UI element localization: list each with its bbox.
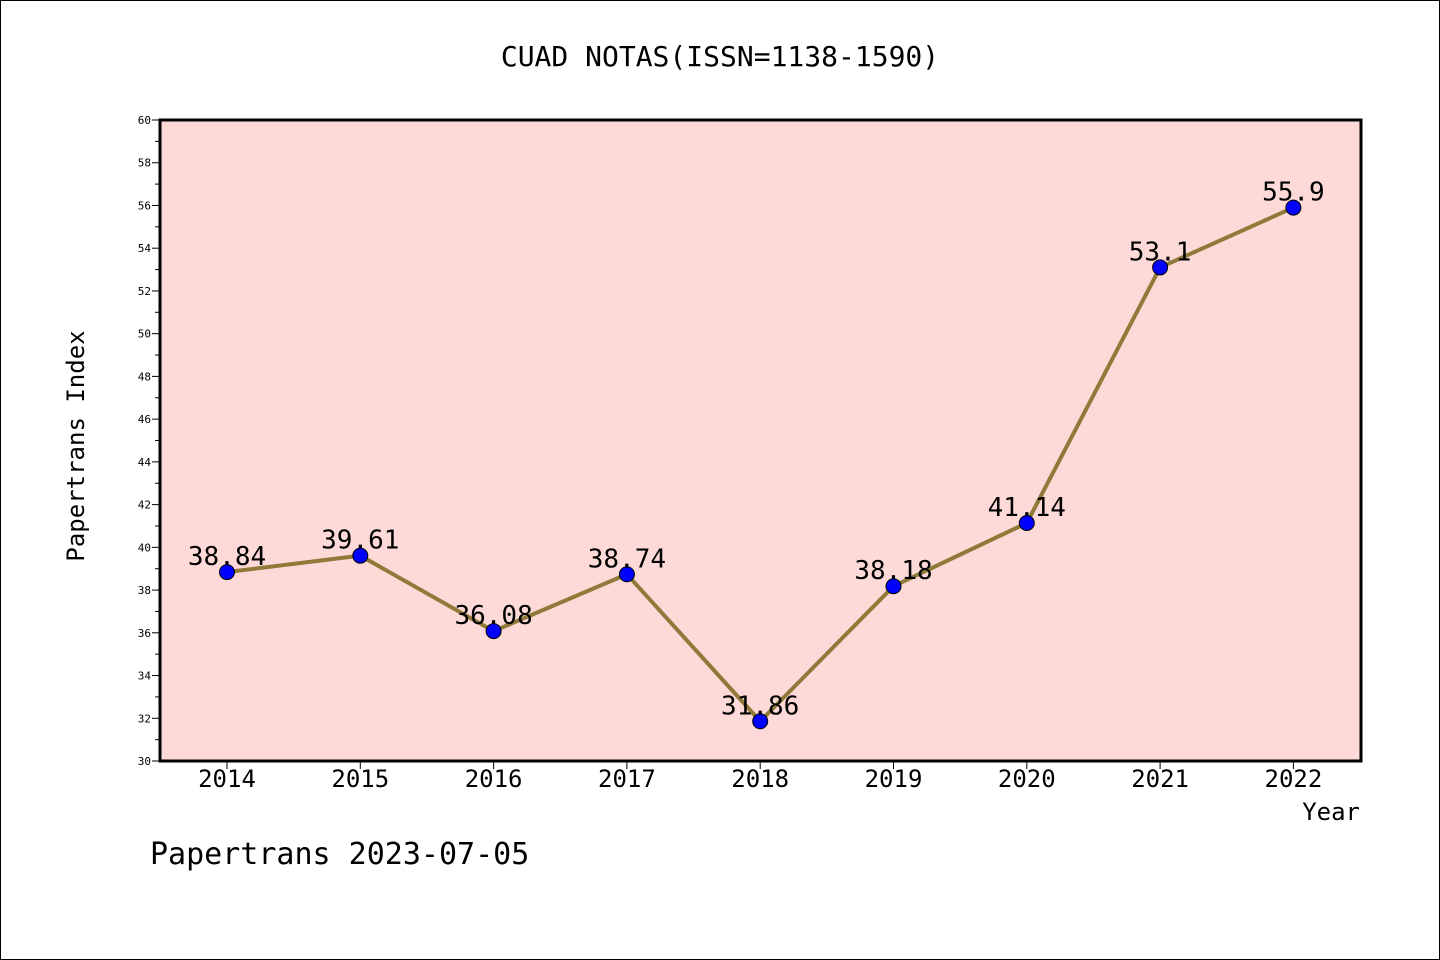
chart-title: CUAD NOTAS(ISSN=1138-1590) — [501, 40, 939, 73]
x-tick-label: 2020 — [998, 765, 1056, 793]
y-tick-label: 42 — [138, 499, 151, 512]
x-axis-label: Year — [1302, 798, 1360, 826]
data-label: 38.84 — [188, 542, 266, 572]
data-point — [618, 566, 635, 583]
x-tick-label: 2014 — [198, 765, 256, 793]
y-tick-label: 56 — [138, 199, 151, 212]
data-label: 41.14 — [988, 493, 1066, 523]
data-label: 38.18 — [854, 556, 932, 586]
data-label: 31.86 — [721, 691, 799, 721]
footer-credit: Papertrans 2023-07-05 — [150, 837, 529, 872]
x-tick-label: 2018 — [731, 765, 789, 793]
data-label: 38.74 — [588, 544, 666, 574]
y-tick-label: 48 — [138, 370, 151, 383]
x-tick-label: 2021 — [1131, 765, 1189, 793]
data-point — [219, 564, 235, 581]
plot-area — [158, 118, 1363, 763]
series: 38.84 39.61 36.08 38.74 31.86 38.18 41.14 53.1 5… — [188, 178, 1325, 730]
data-point — [752, 713, 769, 730]
y-axis-label: Papertrans Index — [62, 330, 90, 561]
data-label: 53.1 — [1129, 237, 1192, 267]
data-label: 39.61 — [321, 526, 399, 556]
data-point — [352, 547, 369, 564]
y-tick-label: 30 — [138, 755, 151, 768]
y-tick-label: 44 — [138, 456, 152, 469]
x-axis: 2014 2015 2016 2017 2018 2019 2020 2021 2022 — [198, 761, 1322, 793]
data-point — [1285, 199, 1302, 216]
y-tick-label: 50 — [138, 328, 151, 341]
y-tick-label: 34 — [138, 670, 152, 683]
x-tick-label: 2015 — [331, 765, 389, 793]
x-tick-label: 2022 — [1265, 765, 1323, 793]
data-point — [885, 578, 902, 595]
y-tick-label: 46 — [138, 413, 151, 426]
data-point — [1018, 514, 1035, 531]
y-tick-label: 40 — [138, 541, 151, 554]
y-tick-label: 58 — [138, 157, 151, 170]
y-tick-label: 36 — [138, 627, 151, 640]
data-point — [1152, 259, 1169, 276]
y-axis: 30 32 34 36 38 40 42 44 46 48 50 52 54 56 58 60 — [138, 114, 160, 768]
x-tick-label: 2016 — [465, 765, 523, 793]
data-label: 55.9 — [1262, 178, 1325, 208]
y-tick-label: 52 — [138, 285, 151, 298]
data-label: 36.08 — [454, 601, 532, 631]
x-tick-label: 2019 — [865, 765, 923, 793]
y-tick-label: 38 — [138, 584, 151, 597]
x-tick-label: 2017 — [598, 765, 656, 793]
y-tick-label: 60 — [138, 114, 151, 127]
y-tick-label: 54 — [138, 242, 152, 255]
data-point — [485, 623, 502, 640]
y-tick-label: 32 — [138, 712, 151, 725]
